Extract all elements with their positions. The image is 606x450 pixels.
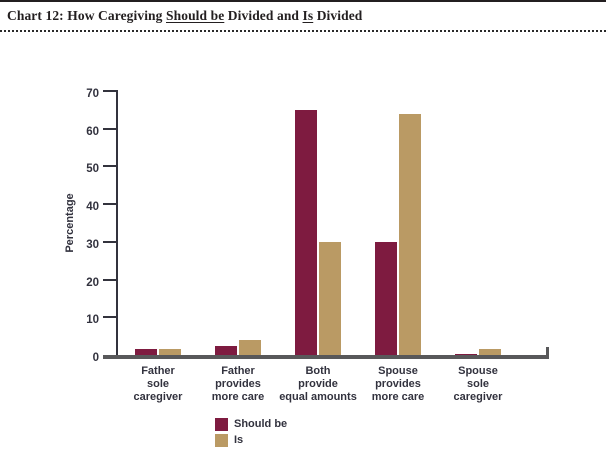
y-tick-label: 40 bbox=[86, 201, 99, 214]
chart-header: Chart 12: How Caregiving Should be Divid… bbox=[0, 0, 606, 32]
y-axis-line bbox=[116, 90, 118, 356]
bar-pair bbox=[358, 91, 438, 355]
bar-group bbox=[358, 91, 438, 355]
bar-should-be-2 bbox=[294, 109, 318, 355]
bar-is-4 bbox=[478, 348, 502, 355]
y-tick bbox=[103, 165, 118, 168]
bar-group bbox=[198, 91, 278, 355]
bar-group bbox=[278, 91, 358, 355]
bar-is-1 bbox=[238, 339, 262, 355]
bar-chart: Percentage 0 10 20 30 40 50 60 70 Father sole car… bbox=[0, 34, 606, 447]
legend-item: Should be bbox=[215, 418, 287, 431]
category-label: Both provide equal amounts bbox=[279, 365, 357, 403]
bar-pair bbox=[198, 91, 278, 355]
y-tick-label: 30 bbox=[86, 238, 99, 251]
bar-should-be-4 bbox=[454, 353, 478, 355]
title-segment: Divided bbox=[313, 8, 363, 23]
bar-is-3 bbox=[398, 113, 422, 355]
y-tick bbox=[103, 240, 118, 243]
y-tick bbox=[103, 278, 118, 281]
y-tick bbox=[103, 127, 118, 130]
y-tick-label: 50 bbox=[86, 163, 99, 176]
y-tick bbox=[103, 203, 118, 206]
category-label: Father sole caregiver bbox=[133, 365, 183, 403]
category-label: Spouse sole caregiver bbox=[453, 365, 503, 403]
legend-swatch bbox=[215, 418, 228, 431]
y-tick bbox=[103, 90, 118, 92]
bar-is-0 bbox=[158, 348, 182, 355]
bar-pair bbox=[278, 91, 358, 355]
x-axis-end-tick bbox=[546, 347, 549, 355]
y-tick-label: 70 bbox=[86, 88, 99, 100]
title-segment: Chart 12: How Caregiving bbox=[7, 8, 166, 23]
bar-should-be-1 bbox=[214, 345, 238, 355]
legend-label: Should be bbox=[234, 418, 288, 430]
title-segment: Is bbox=[302, 8, 314, 23]
bar-should-be-0 bbox=[134, 348, 158, 355]
legend: Should be Is bbox=[215, 418, 287, 450]
x-axis-line bbox=[103, 355, 549, 359]
bar-pair bbox=[438, 91, 518, 355]
y-tick-label: 60 bbox=[86, 125, 99, 138]
category-label: Father provides more care bbox=[211, 365, 265, 403]
legend-label: Is bbox=[234, 434, 244, 446]
y-tick bbox=[103, 316, 118, 319]
y-tick-label: 0 bbox=[92, 352, 99, 364]
category-label: Spouse provides more care bbox=[371, 365, 425, 403]
legend-swatch bbox=[215, 434, 228, 447]
y-tick-label: 10 bbox=[86, 314, 99, 327]
title-segment: Should be bbox=[166, 8, 225, 23]
bar-is-2 bbox=[318, 241, 342, 355]
bar-should-be-3 bbox=[374, 241, 398, 355]
chart-title: Chart 12: How Caregiving Should be Divid… bbox=[7, 8, 362, 23]
bar-pair bbox=[118, 91, 198, 355]
y-tick-label: 20 bbox=[86, 276, 99, 289]
legend-item: Is bbox=[215, 434, 287, 447]
bar-group bbox=[118, 91, 198, 355]
title-segment: Divided and bbox=[224, 8, 303, 23]
bar-group bbox=[438, 91, 518, 355]
plot-area bbox=[118, 91, 518, 355]
